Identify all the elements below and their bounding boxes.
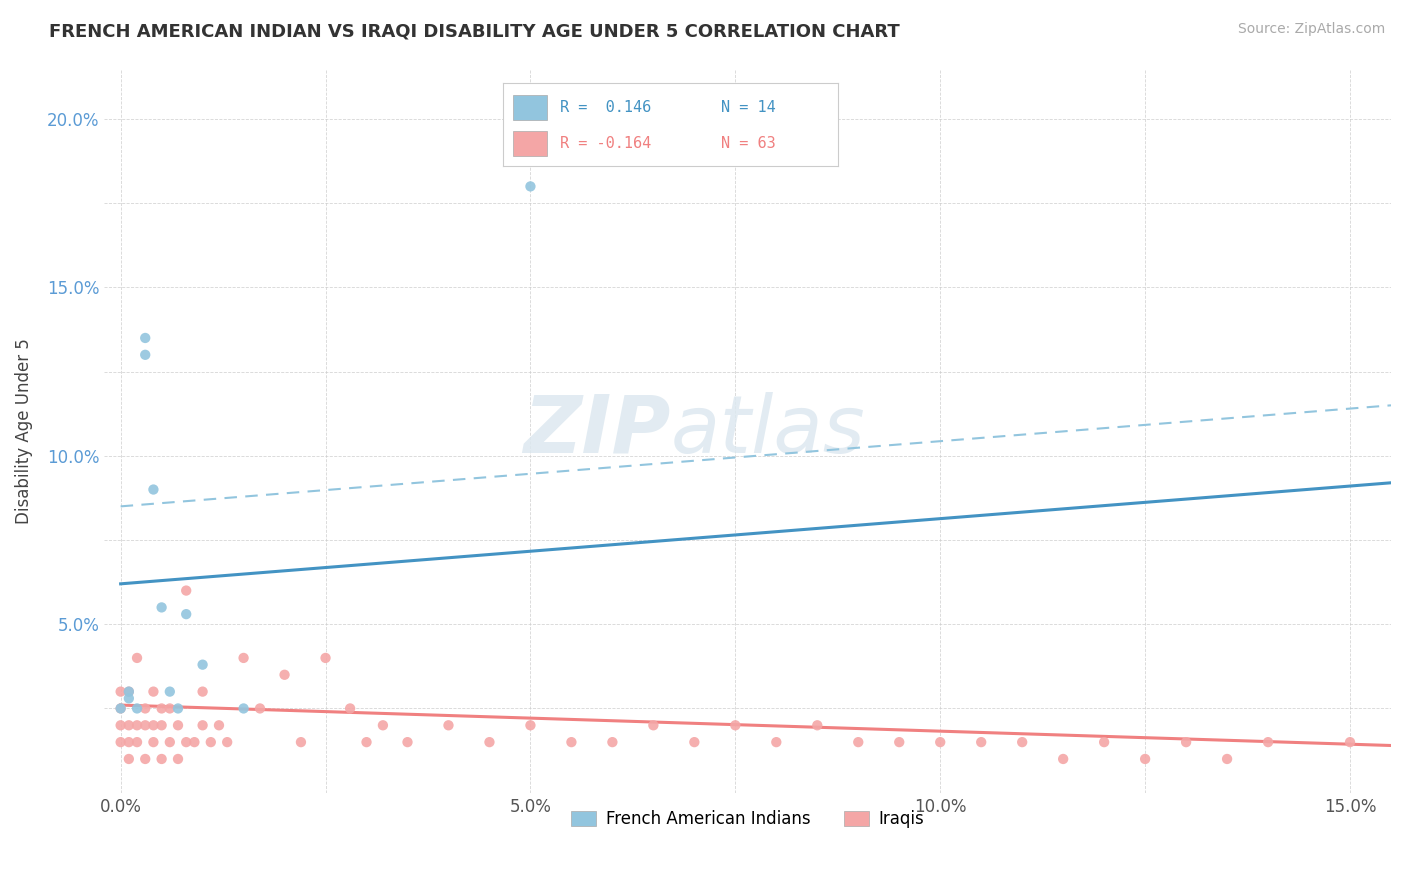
Point (519, 179, 541, 194)
Point (191, 657, 214, 672)
Point (134, 718, 156, 732)
Point (142, 718, 165, 732)
Point (929, 735, 952, 749)
Point (478, 735, 501, 749)
Point (339, 701, 361, 715)
Point (1175, 735, 1198, 749)
Point (118, 684, 141, 698)
Point (118, 752, 141, 766)
Point (174, 583, 197, 598)
Point (142, 735, 165, 749)
Point (249, 701, 271, 715)
Point (200, 735, 222, 749)
Point (371, 718, 394, 732)
Point (110, 701, 132, 715)
Point (683, 735, 706, 749)
Point (970, 735, 993, 749)
Text: atlas: atlas (671, 392, 865, 469)
Point (1216, 752, 1239, 766)
Point (142, 684, 165, 698)
Point (174, 607, 197, 622)
Point (118, 735, 141, 749)
Point (125, 735, 148, 749)
Point (134, 752, 156, 766)
Point (150, 752, 173, 766)
Point (1133, 752, 1156, 766)
Point (232, 651, 254, 665)
Point (183, 735, 205, 749)
Point (1052, 752, 1074, 766)
Point (806, 718, 828, 732)
Point (159, 735, 181, 749)
Point (191, 684, 214, 698)
Point (217, 735, 239, 749)
Text: ZIP: ZIP (523, 392, 671, 469)
Point (125, 718, 148, 732)
Point (191, 718, 214, 732)
Point (159, 684, 181, 698)
Text: Source: ZipAtlas.com: Source: ZipAtlas.com (1237, 22, 1385, 37)
Point (889, 735, 911, 749)
Point (150, 701, 173, 715)
Point (110, 701, 132, 715)
Point (724, 718, 747, 732)
Point (110, 735, 132, 749)
Point (1257, 735, 1279, 749)
Point (765, 735, 787, 749)
Point (159, 701, 181, 715)
Point (134, 348, 156, 362)
Point (396, 735, 419, 749)
Point (125, 651, 148, 665)
Point (134, 331, 156, 345)
Point (560, 735, 582, 749)
Y-axis label: Disability Age Under 5: Disability Age Under 5 (15, 338, 32, 524)
Point (846, 735, 869, 749)
Point (519, 718, 541, 732)
Point (1011, 735, 1033, 749)
Point (118, 684, 141, 698)
Point (232, 701, 254, 715)
Point (125, 701, 148, 715)
Point (315, 651, 337, 665)
Point (134, 701, 156, 715)
Legend: French American Indians, Iraqis: French American Indians, Iraqis (564, 804, 931, 835)
Point (602, 735, 624, 749)
Point (142, 483, 165, 497)
Point (208, 718, 231, 732)
Point (437, 718, 460, 732)
Point (150, 718, 173, 732)
Point (1092, 735, 1115, 749)
Point (1339, 735, 1361, 749)
Point (174, 735, 197, 749)
Point (273, 667, 295, 681)
Point (118, 691, 141, 706)
Point (356, 735, 378, 749)
Point (118, 718, 141, 732)
Text: FRENCH AMERICAN INDIAN VS IRAQI DISABILITY AGE UNDER 5 CORRELATION CHART: FRENCH AMERICAN INDIAN VS IRAQI DISABILI… (49, 22, 900, 40)
Point (167, 752, 190, 766)
Point (110, 684, 132, 698)
Point (643, 718, 665, 732)
Point (150, 600, 173, 615)
Point (167, 718, 190, 732)
Point (167, 701, 190, 715)
Point (290, 735, 312, 749)
Point (110, 718, 132, 732)
